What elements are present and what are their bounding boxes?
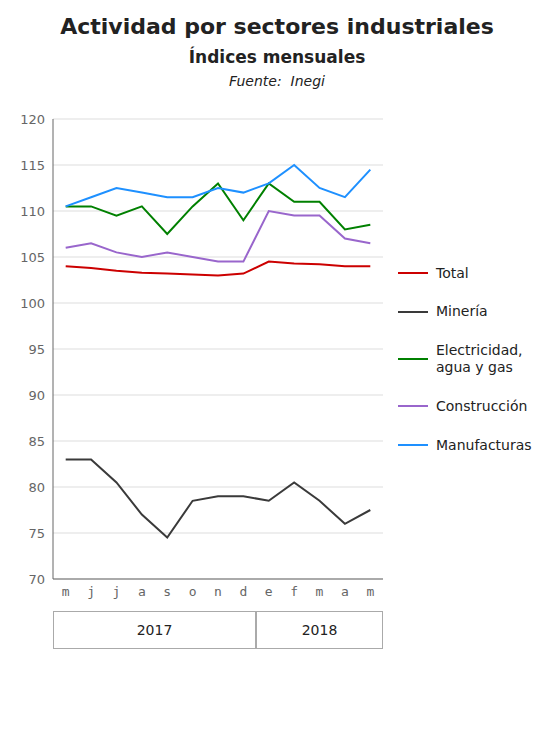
- svg-text:s: s: [163, 584, 171, 599]
- svg-text:85: 85: [28, 434, 45, 449]
- svg-text:70: 70: [28, 572, 45, 587]
- svg-text:115: 115: [20, 158, 45, 173]
- svg-text:o: o: [189, 584, 197, 599]
- html-text:Total: Total: [436, 264, 469, 281]
- svg-text:f: f: [290, 584, 298, 599]
- html-text:2018: 2018: [301, 622, 338, 638]
- svg-text:m: m: [62, 584, 70, 599]
- html-text:Fuente: Inegi: Fuente: Inegi: [229, 73, 325, 89]
- html-text:Construcción: Construcción: [436, 397, 528, 414]
- svg-text:j: j: [87, 584, 95, 599]
- html-text:Manufacturas: Manufacturas: [436, 436, 532, 453]
- html-text:Actividad por sectores industr: Actividad por sectores industriales: [60, 14, 494, 39]
- svg-text:a: a: [138, 584, 146, 599]
- svg-text:120: 120: [20, 112, 45, 127]
- svg-text:a: a: [341, 584, 349, 599]
- svg-text:d: d: [239, 584, 247, 599]
- svg-text:90: 90: [28, 388, 45, 403]
- svg-text:105: 105: [20, 250, 45, 265]
- svg-text:n: n: [214, 584, 222, 599]
- svg-text:110: 110: [20, 204, 45, 219]
- html-text:Minería: Minería: [436, 303, 488, 320]
- html-text:Electricidad, agua y gas: Electricidad, agua y gas: [436, 342, 523, 375]
- svg-text:m: m: [366, 584, 374, 599]
- html-text:2017: 2017: [136, 622, 173, 638]
- svg-text:e: e: [265, 584, 273, 599]
- svg-text:95: 95: [28, 342, 45, 357]
- svg-text:m: m: [316, 584, 324, 599]
- svg-text:75: 75: [28, 526, 45, 541]
- svg-text:80: 80: [28, 480, 45, 495]
- html-text:Índices mensuales: Índices mensuales: [188, 47, 366, 67]
- svg-text:j: j: [113, 584, 121, 599]
- svg-text:100: 100: [20, 296, 45, 311]
